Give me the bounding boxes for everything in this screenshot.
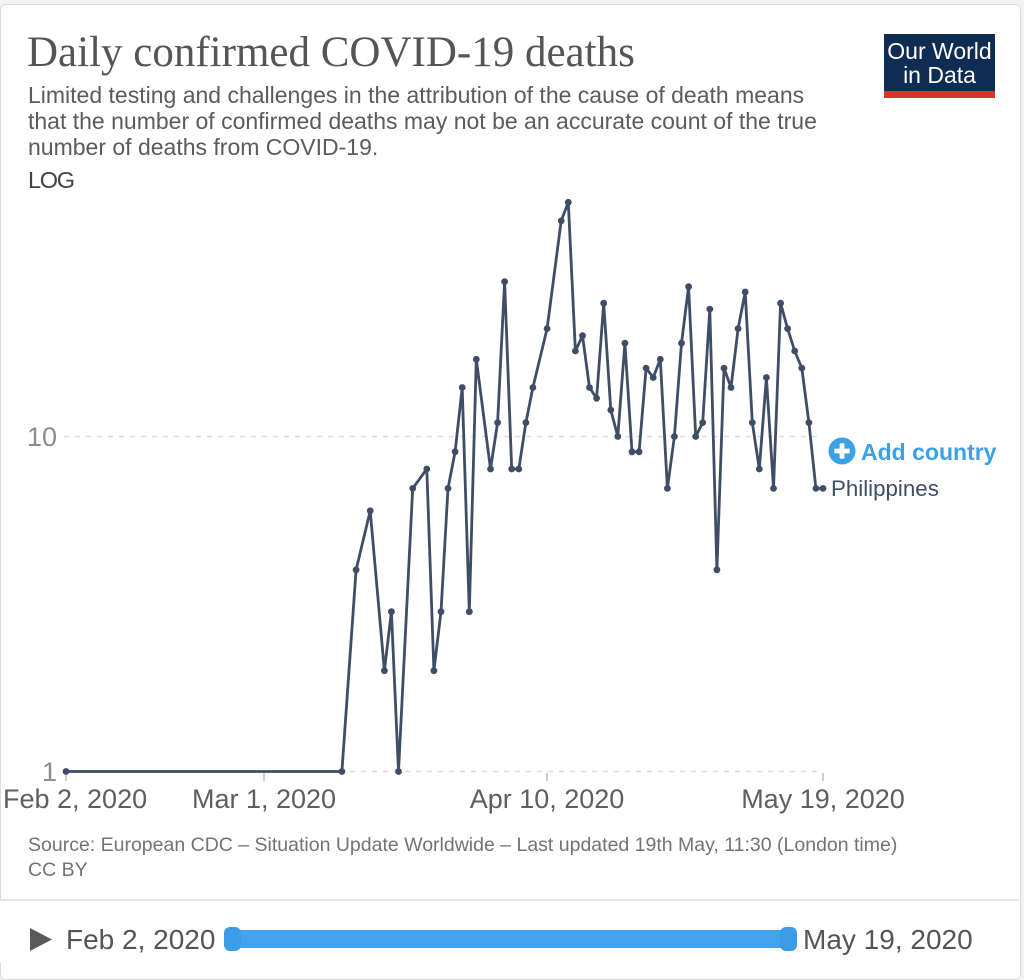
svg-text:Philippines: Philippines xyxy=(831,476,939,501)
svg-text:Mar 1, 2020: Mar 1, 2020 xyxy=(192,784,336,814)
svg-text:1: 1 xyxy=(42,757,57,787)
svg-text:Add country: Add country xyxy=(861,439,997,465)
svg-text:Feb 2, 2020: Feb 2, 2020 xyxy=(3,784,147,814)
svg-text:Apr 10, 2020: Apr 10, 2020 xyxy=(470,784,625,814)
svg-text:May 19, 2020: May 19, 2020 xyxy=(741,784,905,814)
svg-text:10: 10 xyxy=(27,422,57,452)
